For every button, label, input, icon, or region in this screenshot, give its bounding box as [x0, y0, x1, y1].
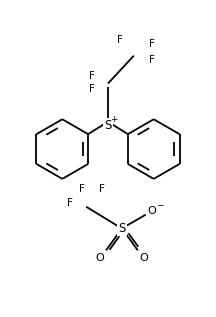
Text: F: F: [89, 71, 95, 81]
Text: F: F: [79, 184, 85, 194]
Text: F: F: [89, 84, 95, 94]
Text: F: F: [149, 55, 155, 65]
Text: O: O: [139, 253, 148, 263]
Text: S: S: [104, 119, 112, 132]
Text: F: F: [99, 184, 105, 194]
Text: +: +: [110, 115, 118, 124]
Text: O: O: [147, 206, 156, 216]
Text: F: F: [149, 39, 155, 49]
Text: O: O: [96, 253, 104, 263]
Text: S: S: [118, 222, 125, 235]
Text: F: F: [117, 35, 123, 45]
Text: F: F: [67, 198, 73, 208]
Text: −: −: [156, 200, 164, 209]
